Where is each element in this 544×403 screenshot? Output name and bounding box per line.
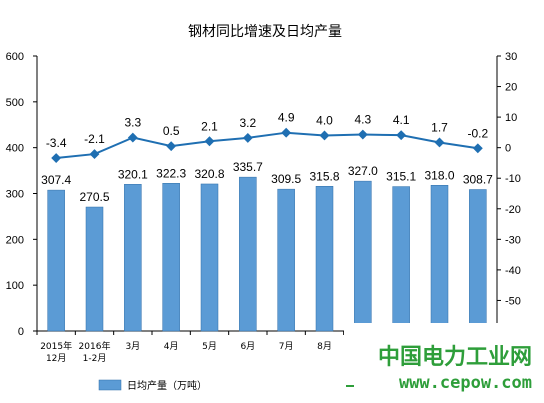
watermark-backdrop: [344, 323, 544, 403]
bar-value-label: 315.1: [386, 170, 416, 184]
right-tick-label: -50: [505, 295, 521, 307]
category-label: 6月: [240, 341, 255, 352]
bar: [469, 189, 487, 332]
watermark-line-2: www.cepow.com: [399, 373, 532, 393]
watermark-dash: [346, 385, 354, 387]
line-marker: [204, 136, 215, 147]
bar-value-label: 320.1: [118, 167, 148, 181]
category-label: 8月: [317, 341, 332, 352]
bar: [162, 183, 180, 332]
bar-value-label: 322.3: [156, 166, 186, 180]
category-label-line: 6月: [240, 341, 255, 352]
category-label-line: 12月: [46, 353, 66, 364]
bar: [239, 176, 257, 332]
line-marker: [434, 137, 445, 148]
line-value-label: 2.1: [201, 119, 218, 133]
legend-label: 日均产量（万吨）: [127, 379, 207, 392]
category-label: 4月: [164, 341, 179, 352]
line-marker: [166, 141, 177, 152]
line-marker: [319, 130, 330, 141]
category-label: 2015年 12月: [40, 340, 72, 364]
line-value-label: -2.1: [84, 132, 105, 146]
right-tick-label: 30: [505, 51, 517, 63]
bar: [354, 180, 372, 332]
bar-value-label: 309.5: [271, 172, 301, 186]
line-marker: [472, 143, 483, 154]
right-tick-label: -30: [505, 234, 521, 246]
bar-value-label: 308.7: [463, 173, 493, 187]
bar: [200, 183, 219, 332]
bar: [430, 185, 449, 332]
bar-value-label: 315.8: [309, 169, 339, 183]
axes: 0 100 200 300 400 500 600 -50 -40 -30 -20 -10 0 10 20 3…: [6, 51, 521, 364]
category-label-line: 2015年: [40, 340, 72, 352]
bar: [124, 184, 142, 332]
right-tick-label: 0: [505, 143, 511, 155]
right-tick-label: 10: [505, 112, 517, 124]
growth-line: [51, 127, 483, 164]
category-label-line: 7月: [279, 341, 294, 352]
left-tick-label: 400: [6, 143, 24, 155]
right-tick-label: 20: [505, 82, 517, 94]
bar-value-label: 307.4: [41, 173, 71, 187]
left-tick-label: 300: [6, 189, 24, 201]
left-tick-label: 0: [18, 326, 24, 338]
line-value-label: 4.3: [354, 113, 371, 127]
category-label-line: 2016年: [79, 340, 111, 352]
left-tick-label: 600: [6, 51, 24, 63]
watermark: 中国电力工业网 www.cepow.com: [344, 323, 544, 403]
right-tick-label: -20: [505, 204, 521, 216]
bar: [277, 188, 295, 332]
category-label-line: 4月: [164, 341, 179, 352]
bar-value-label: 270.5: [79, 190, 109, 204]
line-marker: [357, 129, 368, 140]
category-label: 2016年 1-2月: [79, 340, 111, 364]
legend-swatch: [98, 379, 122, 391]
category-label: 5月: [202, 341, 217, 352]
line-value-label: -3.4: [46, 136, 67, 150]
line-value-label: 3.2: [239, 116, 256, 130]
line-marker: [281, 127, 292, 138]
right-tick-label: -40: [505, 265, 521, 277]
legend: 日均产量（万吨）: [98, 379, 207, 392]
category-label-line: 8月: [317, 341, 332, 352]
left-tick-label: 500: [6, 97, 24, 109]
line-value-label: 3.3: [124, 116, 141, 130]
line-value-label: 4.9: [278, 111, 295, 125]
bars: [47, 176, 487, 332]
line-value-label: -0.2: [467, 126, 488, 140]
watermark-line-1: 中国电力工业网: [378, 345, 532, 370]
data-labels: 307.4 270.5 320.1 322.3 320.8 335.7 309.5 315.8…: [41, 111, 493, 204]
growth-polyline: [56, 131, 478, 160]
bar: [315, 186, 334, 332]
bar-value-label: 335.7: [233, 160, 263, 174]
category-label-line: 3月: [125, 341, 140, 352]
bar: [392, 186, 410, 332]
line-value-label: 0.5: [163, 124, 180, 138]
line-marker: [89, 149, 100, 160]
bar: [47, 189, 65, 332]
left-tick-label: 200: [6, 234, 24, 246]
right-tick-label: -10: [505, 173, 521, 185]
line-marker: [396, 130, 407, 141]
bar-value-label: 318.0: [424, 168, 454, 182]
bar: [85, 206, 104, 332]
line-marker: [51, 153, 62, 164]
line-marker: [242, 132, 253, 143]
category-label: 7月: [279, 341, 294, 352]
chart-title: 钢材同比增速及日均产量: [188, 24, 342, 40]
line-marker: [127, 132, 138, 143]
bar-value-label: 327.0: [348, 164, 378, 178]
category-label-line: 1-2月: [83, 353, 107, 364]
left-tick-label: 100: [6, 280, 24, 292]
line-value-label: 1.7: [431, 120, 448, 134]
line-value-label: 4.0: [316, 113, 333, 127]
bar-value-label: 320.8: [194, 167, 224, 181]
line-value-label: 4.1: [393, 113, 410, 127]
category-label: 3月: [125, 341, 140, 352]
category-label-line: 5月: [202, 341, 217, 352]
